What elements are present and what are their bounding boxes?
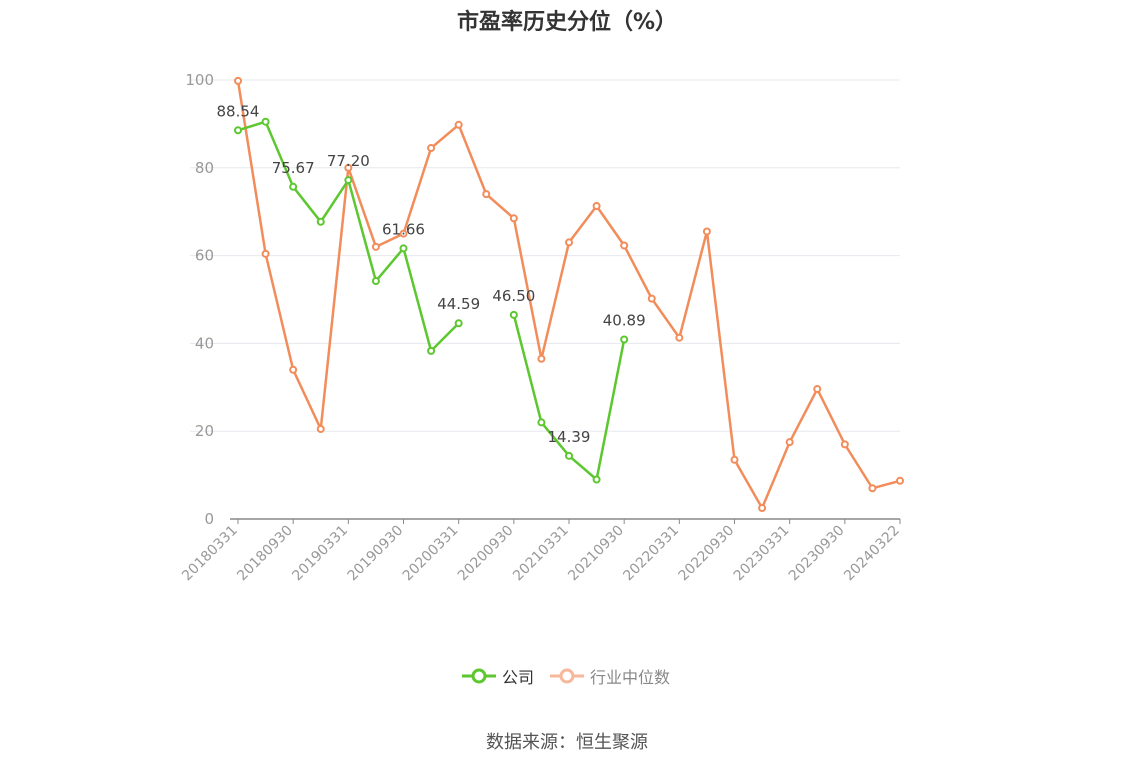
data-point-industry (785, 438, 794, 447)
data-point-company (316, 217, 325, 226)
legend-item-company[interactable]: 公司 (462, 664, 534, 688)
data-point-company (454, 319, 463, 328)
data-label-company: 44.59 (437, 295, 480, 313)
data-point-industry (702, 227, 711, 236)
data-point-industry (316, 425, 325, 434)
x-tick-label: 20210930 (565, 523, 627, 585)
x-tick-label: 20180331 (179, 523, 241, 585)
data-point-industry (647, 294, 656, 303)
x-tick-label: 20240322 (841, 523, 903, 585)
data-point-industry (813, 385, 822, 394)
y-tick-label: 80 (195, 159, 214, 177)
data-point-company (399, 244, 408, 253)
legend-label-industry: 行业中位数 (590, 668, 671, 687)
x-tick-label: 20200331 (400, 523, 462, 585)
data-point-industry (592, 201, 601, 210)
y-tick-label: 60 (195, 247, 214, 265)
data-point-industry (482, 190, 491, 199)
data-point-industry (896, 476, 904, 485)
y-tick-label: 0 (204, 510, 214, 528)
legend-label-company: 公司 (502, 668, 535, 687)
data-labels: 88.54 75.67 77.20 61.66 44.59 46.50 14.39 40.89 (217, 102, 646, 446)
y-tick-label: 20 (195, 422, 214, 440)
data-label-company: 40.89 (603, 311, 646, 329)
data-point-industry (565, 238, 573, 247)
x-tick-label: 20230331 (731, 523, 793, 585)
x-tick-label: 20190331 (289, 523, 351, 585)
data-label-company: 88.54 (217, 102, 260, 120)
data-point-industry (758, 504, 767, 513)
data-point-industry (675, 333, 684, 342)
data-point-industry (509, 214, 518, 223)
series-lines (234, 76, 904, 513)
x-tick-label: 20210331 (510, 523, 572, 585)
data-point-company (427, 346, 436, 355)
data-point-industry (840, 440, 849, 449)
data-point-industry (730, 455, 739, 464)
data-point-company (344, 176, 353, 185)
data-point-industry (261, 249, 270, 258)
x-tick-label: 20220331 (620, 523, 682, 585)
data-point-company (592, 475, 601, 484)
source-note: 数据来源：恒生聚源 (486, 732, 648, 753)
data-point-industry (620, 241, 629, 250)
data-point-industry (371, 242, 380, 251)
data-point-industry (399, 229, 408, 238)
data-point-company (537, 418, 546, 427)
legend: 公司 行业中位数 (462, 664, 670, 688)
data-point-company (371, 277, 380, 286)
data-point-industry (234, 76, 242, 85)
legend-item-industry[interactable]: 行业中位数 (550, 664, 670, 688)
data-point-company (565, 451, 573, 460)
x-tick-label: 20220930 (676, 523, 738, 585)
data-point-company (620, 335, 629, 344)
x-tick-label: 20200930 (455, 523, 517, 585)
chart-title: 市盈率历史分位（%） (456, 10, 678, 35)
data-point-industry (289, 365, 298, 374)
y-tick-label: 40 (195, 334, 214, 352)
x-tick-label: 20180930 (234, 523, 296, 585)
legend-company-marker-icon (462, 668, 496, 684)
legend-industry-marker-icon (550, 668, 585, 684)
data-point-industry (344, 163, 353, 172)
data-point-company (289, 182, 298, 191)
data-label-company: 14.39 (548, 428, 591, 446)
x-tick-label: 20190930 (345, 523, 407, 585)
y-tick-label: 100 (185, 71, 214, 89)
data-point-company (261, 117, 270, 126)
data-point-industry (454, 120, 463, 129)
data-label-company: 77.20 (327, 152, 370, 170)
data-point-company (509, 310, 518, 319)
data-label-company: 75.67 (272, 159, 315, 177)
data-point-industry (868, 484, 877, 493)
data-point-company (234, 126, 242, 135)
axes: 0 20 40 60 80 100 2018033120180930201903312019… (179, 71, 903, 584)
x-tick-label: 20230930 (786, 523, 848, 585)
data-point-industry (427, 144, 436, 153)
data-label-company: 61.66 (382, 220, 425, 238)
data-label-company: 46.50 (492, 287, 535, 305)
data-point-industry (537, 354, 546, 363)
